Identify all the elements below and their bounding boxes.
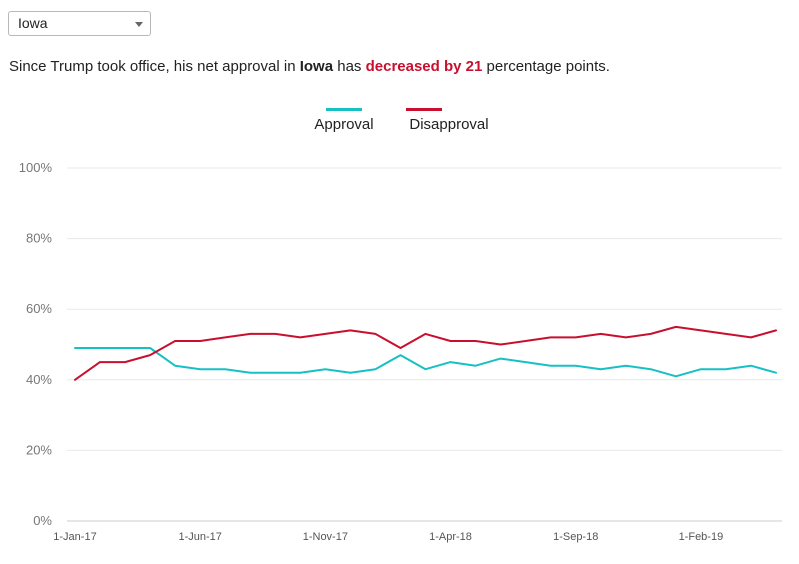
x-tick-label: 1-Nov-17 <box>303 531 348 543</box>
series-line-disapproval <box>74 325 777 381</box>
state-select[interactable]: Iowa <box>8 11 151 36</box>
y-tick-label: 0% <box>33 513 52 528</box>
x-tick-label: 1-Feb-19 <box>679 531 724 543</box>
summary-prefix: Since Trump took office, his net approva… <box>9 58 300 75</box>
y-tick-label: 60% <box>26 301 52 316</box>
legend-swatch-disapproval <box>406 108 442 111</box>
legend-label-approval: Approval <box>314 116 374 133</box>
summary-middle: has <box>333 58 366 75</box>
summary-change: decreased by 21 <box>365 58 483 75</box>
x-tick-label: 1-Sep-18 <box>553 531 598 543</box>
legend-label-disapproval: Disapproval <box>409 116 489 133</box>
legend-swatch-approval <box>326 108 362 111</box>
y-tick-label: 80% <box>26 231 52 246</box>
series-line-approval <box>74 347 777 378</box>
summary-state: Iowa <box>299 58 334 75</box>
summary-suffix: percentage points. <box>482 58 610 75</box>
x-tick-label: 1-Jun-17 <box>178 531 221 543</box>
chevron-down-icon <box>135 22 143 27</box>
legend-item-disapproval: Disapproval <box>402 108 496 133</box>
state-select-value: Iowa <box>18 15 48 31</box>
x-tick-label: 1-Apr-18 <box>429 531 472 543</box>
summary-text: Since Trump took office, his net approva… <box>9 58 610 75</box>
y-tick-label: 100% <box>19 160 53 175</box>
legend-item-approval: Approval <box>306 108 382 133</box>
x-tick-label: 1-Jan-17 <box>53 531 96 543</box>
y-tick-label: 40% <box>26 372 52 387</box>
y-tick-label: 20% <box>26 442 52 457</box>
